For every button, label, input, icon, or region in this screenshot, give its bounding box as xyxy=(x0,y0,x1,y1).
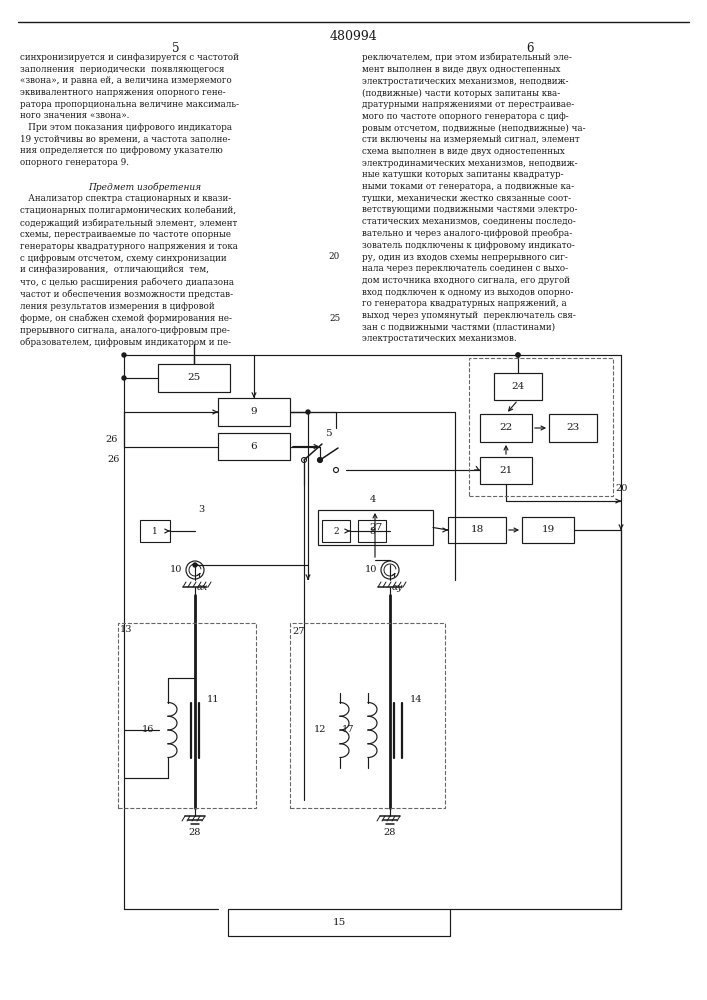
Bar xyxy=(290,623,445,808)
Text: 19: 19 xyxy=(542,526,554,534)
Text: 4: 4 xyxy=(370,495,376,504)
Bar xyxy=(218,398,290,426)
Bar xyxy=(322,520,350,542)
Text: 28: 28 xyxy=(384,828,396,837)
Text: 20: 20 xyxy=(615,484,627,493)
Bar xyxy=(469,358,613,496)
Text: 28: 28 xyxy=(189,828,201,837)
Bar xyxy=(448,517,506,543)
Circle shape xyxy=(193,563,197,567)
Bar xyxy=(118,623,256,808)
Text: 6: 6 xyxy=(526,42,534,55)
Text: синхронизируется и синфазируется с частотой
заполнения  периодически  появляющег: синхронизируется и синфазируется с часто… xyxy=(20,53,239,167)
Text: 22: 22 xyxy=(499,424,513,432)
Bar xyxy=(228,909,450,936)
Text: 3: 3 xyxy=(198,506,204,514)
Text: 24: 24 xyxy=(511,382,525,391)
Text: 25: 25 xyxy=(187,373,201,382)
Text: 13: 13 xyxy=(120,625,132,634)
Text: Предмет изобретения: Предмет изобретения xyxy=(88,182,201,192)
Text: 10: 10 xyxy=(365,566,377,574)
Text: αx: αx xyxy=(197,583,209,592)
Text: αy: αy xyxy=(392,583,403,592)
Text: 14: 14 xyxy=(410,696,423,704)
Text: 2: 2 xyxy=(333,526,339,536)
Text: 16: 16 xyxy=(141,726,154,734)
Bar xyxy=(494,373,542,400)
Bar xyxy=(158,364,230,392)
Text: 21: 21 xyxy=(499,466,513,475)
Text: 10: 10 xyxy=(170,566,182,574)
Text: 8: 8 xyxy=(369,526,375,536)
Circle shape xyxy=(516,353,520,357)
Bar xyxy=(480,414,532,442)
Text: Анализатор спектра стационарных и квази-
стационарных полигармонических колебани: Анализатор спектра стационарных и квази-… xyxy=(20,194,238,347)
Text: 15: 15 xyxy=(332,918,346,927)
Circle shape xyxy=(122,376,126,380)
Text: 26: 26 xyxy=(105,436,118,444)
Bar xyxy=(480,457,532,484)
Text: реключателем, при этом избирательный эле-
мент выполнен в виде двух одностепенны: реключателем, при этом избирательный эле… xyxy=(362,53,585,343)
Bar xyxy=(318,510,433,545)
Text: 11: 11 xyxy=(207,696,219,704)
Circle shape xyxy=(306,410,310,414)
Text: 27: 27 xyxy=(369,523,382,532)
Text: 17: 17 xyxy=(341,726,354,734)
Bar xyxy=(358,520,386,542)
Text: 12: 12 xyxy=(313,726,326,734)
Circle shape xyxy=(318,458,322,462)
Text: 5: 5 xyxy=(173,42,180,55)
Text: 6: 6 xyxy=(251,442,257,451)
Bar xyxy=(140,520,170,542)
Circle shape xyxy=(516,353,520,357)
Text: 20: 20 xyxy=(329,252,340,261)
Bar xyxy=(522,517,574,543)
Text: 480994: 480994 xyxy=(329,30,377,43)
Text: 25: 25 xyxy=(329,314,340,323)
Text: 23: 23 xyxy=(566,424,580,432)
Text: 1: 1 xyxy=(152,526,158,536)
Text: 18: 18 xyxy=(470,526,484,534)
Bar xyxy=(218,433,290,460)
Text: 27: 27 xyxy=(292,627,305,636)
Text: 5: 5 xyxy=(325,429,332,438)
Text: 26: 26 xyxy=(107,456,120,464)
Text: 9: 9 xyxy=(251,408,257,416)
Circle shape xyxy=(122,353,126,357)
Bar xyxy=(549,414,597,442)
